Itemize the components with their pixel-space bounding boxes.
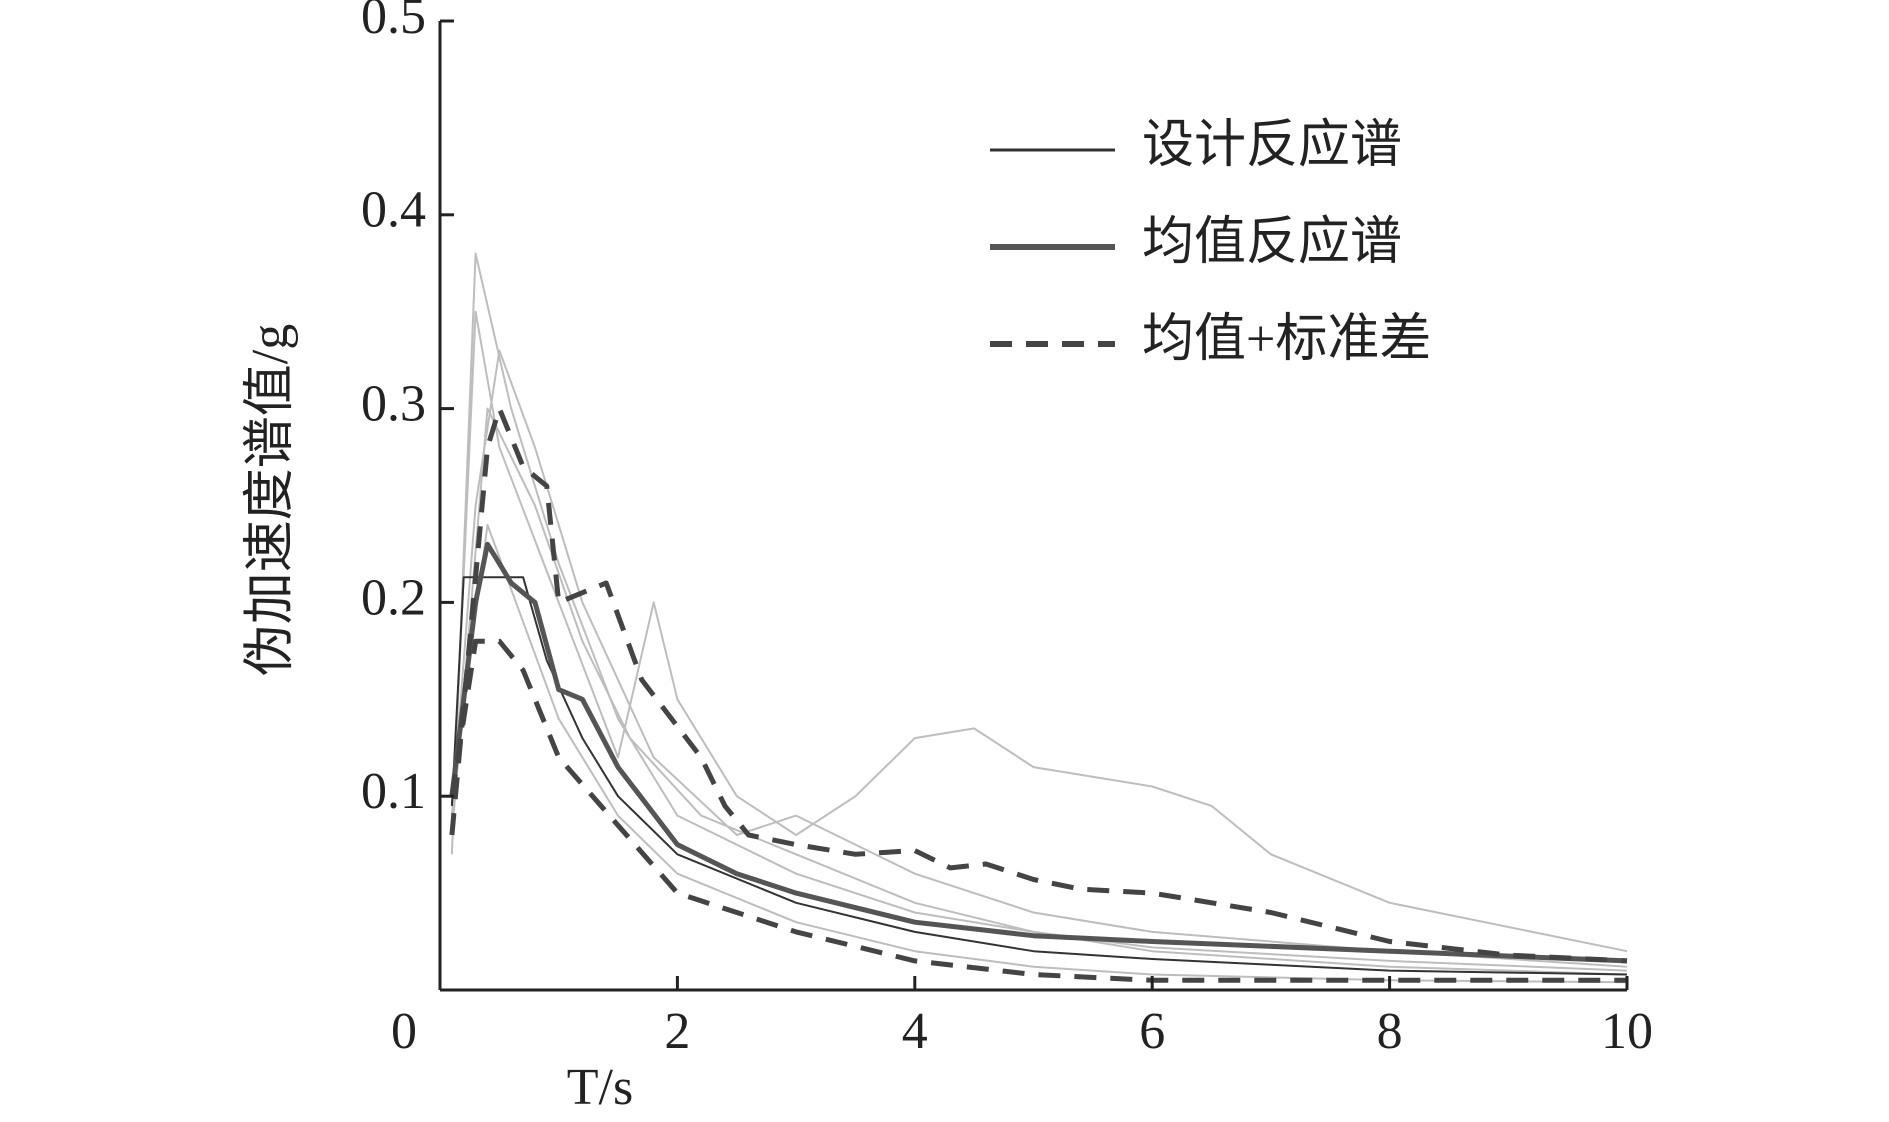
y-tick-label: 0.3 [361,376,426,433]
x-tick-label: 0 [391,1003,417,1060]
y-tick-label: 0.5 [361,0,426,45]
y-tick-label: 0.1 [361,763,426,820]
x-tick-label: 4 [902,1003,928,1060]
x-tick-label: 2 [664,1003,690,1060]
series-line [450,349,1628,968]
x-axis-label: T/s [567,1059,633,1116]
y-tick-label: 0.2 [361,569,426,626]
series-line [449,541,1628,964]
x-tick-label: 10 [1601,1003,1653,1060]
x-tick-label: 8 [1377,1003,1403,1060]
series-line [450,523,1628,984]
series-line [449,638,1627,983]
series-line [450,407,1628,976]
x-tick-label: 6 [1139,1003,1165,1060]
y-axis-label: 伪加速度谱值/g [242,324,299,676]
legend-label: 均值+标准差 [1142,311,1431,368]
legend-label: 均值反应谱 [1142,214,1402,271]
series-line [450,576,1628,976]
series-line [449,406,1628,964]
series-line [450,310,1628,953]
series-line [450,252,1628,972]
legend-label: 设计反应谱 [1142,117,1402,174]
y-tick-label: 0.4 [361,182,426,239]
